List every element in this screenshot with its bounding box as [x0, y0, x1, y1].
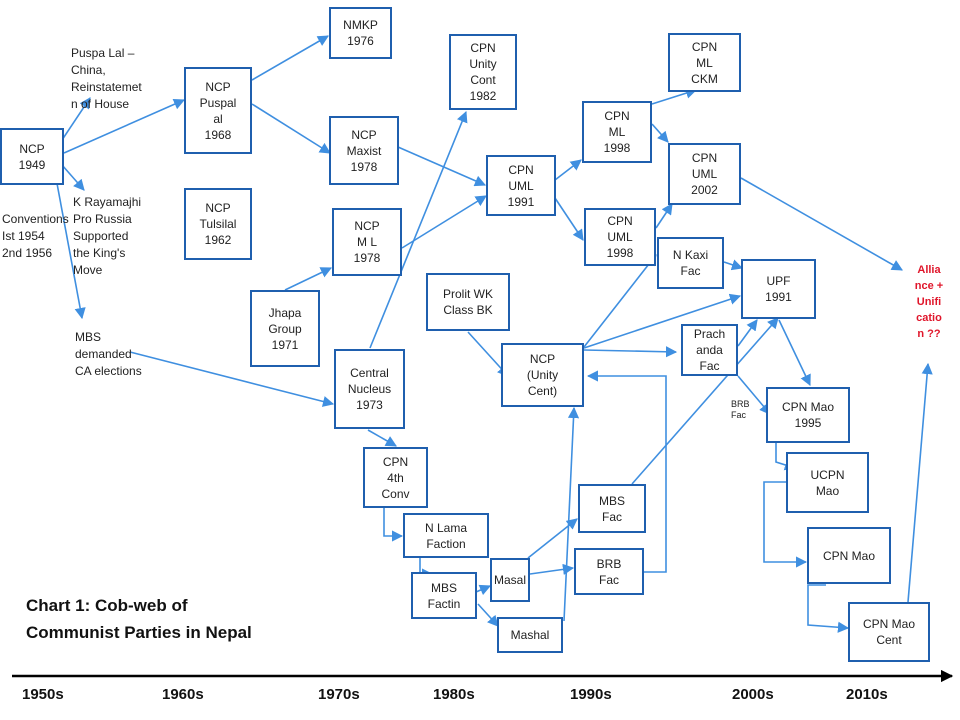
box-central-nucleus: Central Nucleus 1973	[334, 349, 405, 429]
box-cpn-uml-2002: CPN UML 2002	[668, 143, 741, 205]
box-cpn-mao: CPN Mao	[807, 527, 891, 584]
box-cpn-mao-1995: CPN Mao 1995	[766, 387, 850, 443]
chart-title: Chart 1: Cob-web of Communist Parties in…	[26, 596, 252, 642]
note-conventions: Conventions Ist 1954 2nd 1956	[2, 212, 69, 260]
box-cpn-ml-1998: CPN ML 1998	[582, 101, 652, 163]
box-cpn-ml-ckm: CPN ML CKM	[668, 33, 741, 92]
box-ucpn-mao: UCPN Mao	[786, 452, 869, 513]
box-ncp-puspalal: NCP Puspal al 1968	[184, 67, 252, 154]
decade-label: 2010s	[846, 686, 888, 703]
box-cpn-unity-cont: CPN Unity Cont 1982	[449, 34, 517, 110]
box-mashal: Mashal	[497, 617, 563, 653]
box-ncp-tulsilal: NCP Tulsilal 1962	[184, 188, 252, 260]
box-upf-1991: UPF 1991	[741, 259, 816, 319]
decade-label: 1950s	[22, 686, 64, 703]
box-cpn-mao-cent: CPN Mao Cent	[848, 602, 930, 662]
decade-label: 1970s	[318, 686, 360, 703]
note-brb-fac-small: BRB Fac	[731, 399, 750, 420]
decade-label: 1980s	[433, 686, 475, 703]
box-mbs-fac: MBS Fac	[578, 484, 646, 533]
box-jhapa-group: Jhapa Group 1971	[250, 290, 320, 367]
box-nmkp: NMKP 1976	[329, 7, 392, 59]
note-k-rayamajhi: K Rayamajhi Pro Russia Supported the Kin…	[73, 195, 142, 277]
box-n-lama-faction: N Lama Faction	[403, 513, 489, 558]
box-cpn-4th-conv: CPN 4th Conv	[363, 447, 428, 508]
box-cpn-uml-1991: CPN UML 1991	[486, 155, 556, 216]
decade-label: 1990s	[570, 686, 612, 703]
box-brb-fac: BRB Fac	[574, 548, 644, 595]
box-ncp-maxist: NCP Maxist 1978	[329, 116, 399, 185]
box-ncp-ml: NCP M L 1978	[332, 208, 402, 276]
note-puspa-lal: Puspa Lal – China, Reinstatemet n of Hou…	[71, 46, 142, 111]
box-mbs-factin: MBS Factin	[411, 572, 477, 619]
box-masal: Masal	[490, 558, 530, 602]
box-n-kaxi-fac: N Kaxi Fac	[657, 237, 724, 289]
note-mbs-demanded: MBS demanded CA elections	[75, 330, 142, 378]
decade-label: 1960s	[162, 686, 204, 703]
box-prolit-wk: Prolit WK Class BK	[426, 273, 510, 331]
box-prachanda-fac: Prach anda Fac	[681, 324, 738, 376]
note-alliance-unification: Allia nce + Unifi catio n ??	[914, 264, 944, 340]
box-ncp-unity-cent: NCP (Unity Cent)	[501, 343, 584, 407]
box-cpn-uml-1998: CPN UML 1998	[584, 208, 656, 266]
box-ncp-1949: NCP 1949	[0, 128, 64, 185]
decade-label: 2000s	[732, 686, 774, 703]
